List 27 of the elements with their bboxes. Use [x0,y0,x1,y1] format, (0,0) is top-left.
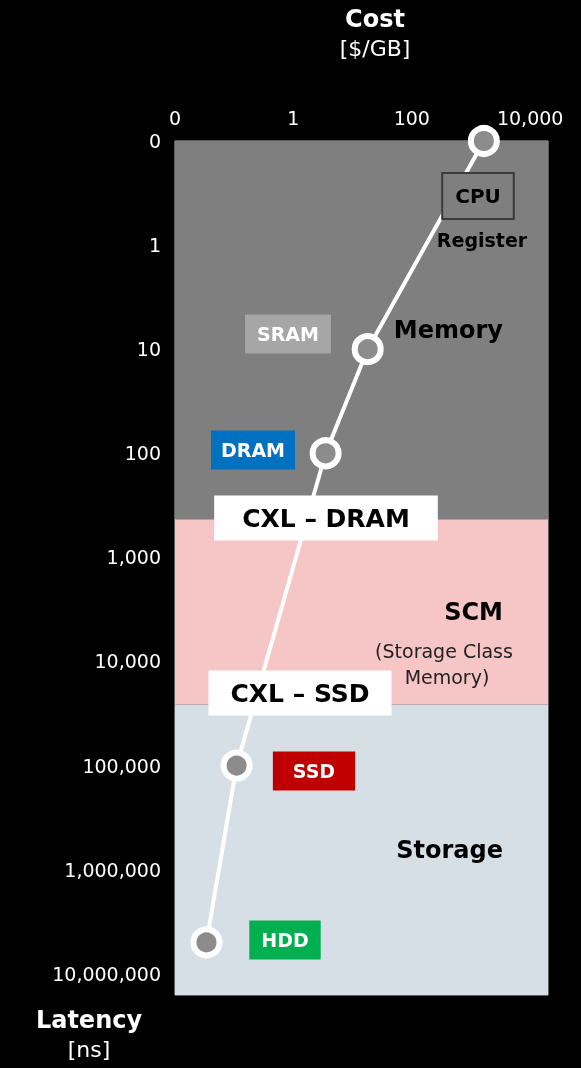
x-tick-label: 100 [393,106,430,129]
band-label: Memory [393,316,504,345]
annotation: HDD [261,929,309,951]
annotation: CXL – DRAM [242,503,410,533]
y-tick-label: 10,000 [94,650,161,673]
x-tick-label: 10,000 [496,106,564,129]
band-label: SCM [444,597,503,626]
y-tick-label: 1 [148,234,161,257]
annotation: SSD [292,760,336,782]
y-tick-label: 100,000 [82,754,161,777]
y-axis-title: Latency [ns] [35,1006,143,1062]
y-tick-label: 100 [124,442,161,465]
y-tick-label: 10,000,000 [52,962,161,985]
annotation: CXL – SSD [230,678,370,708]
annotation: DRAM [220,439,286,461]
y-tick-label: 1,000 [106,546,161,569]
annotation: SRAM [257,323,319,345]
x-axis-title: Cost [$/GB] [339,5,411,61]
y-tick-label: 1,000,000 [64,858,161,881]
annotation: CPU [455,184,501,208]
annotation: (Storage Class Memory) [375,640,519,688]
y-tick-label: 10 [136,338,161,361]
x-tick-label: 0 [168,106,182,129]
y-tick-label: 0 [148,130,161,152]
x-tick-label: 1 [287,106,300,129]
band-label: Storage [396,835,503,864]
annotation: Register [436,229,528,251]
